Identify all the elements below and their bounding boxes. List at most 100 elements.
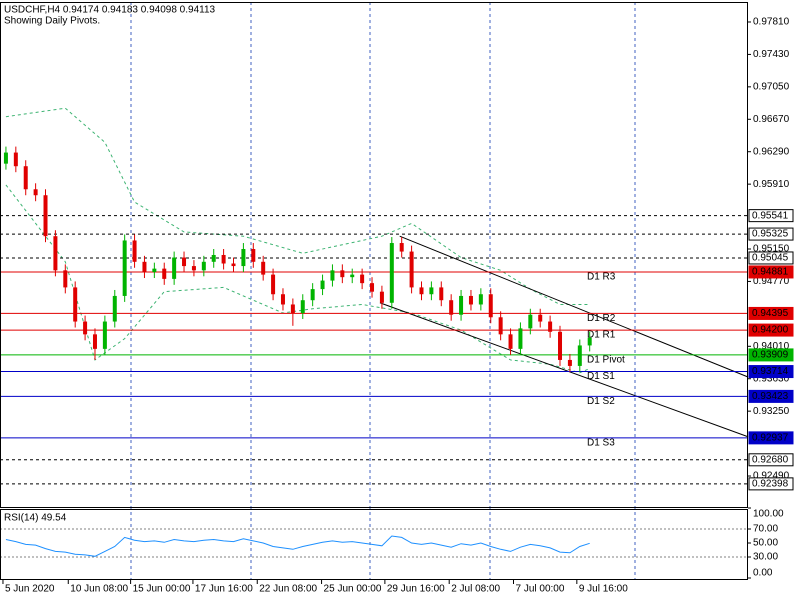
level-label: 0.94881 [752,267,789,278]
candle-body [271,274,276,295]
candle-body [13,152,18,167]
candle-body [419,287,424,295]
candle-body [142,261,147,273]
candle-body [201,261,206,271]
level-label: 0.95325 [752,229,789,240]
y-tick-label: 0.96670 [753,114,790,125]
candle-body [191,266,196,271]
level-label-box [748,477,794,491]
candle-body [538,314,543,322]
overlay-line [399,235,749,378]
y-tick-label: 0.93630 [753,373,790,384]
level-label: 0.93714 [752,366,789,377]
candle-body [548,321,553,332]
candle-body [498,317,503,335]
y-tick-label: 0.94010 [753,341,790,352]
candle-body [53,236,58,271]
y-tick-label: 0.97810 [753,17,790,28]
candle-body [73,287,78,322]
level-label: 0.92398 [752,479,789,490]
level-label: 0.92680 [752,454,789,465]
candle-body [221,254,226,264]
level-label-box [748,265,794,279]
candle-body [132,240,137,262]
candle-body [379,291,384,303]
candle-body [567,359,572,366]
y-tick-label: 0.93250 [753,406,790,417]
candle-body [211,254,216,262]
level-name: D1 Pivot [587,355,625,366]
candle-body [310,289,315,301]
x-tick-label: 22 Jun 08:00 [259,584,317,595]
x-tick-label: 2 Jul 08:00 [451,584,500,595]
x-tick-label: 10 Jun 08:00 [70,584,128,595]
rsi-panel: 100.00 70.00 50.00 30.00 0.00 [0,507,784,579]
level-name: D1 R2 [587,313,616,324]
level-label-box [748,323,794,337]
x-tick-label: 5 Jun 2020 [5,584,55,595]
level-label-box [748,227,794,241]
candle-body [370,283,375,292]
y-tick-label: 0.95910 [753,179,790,190]
level-name: D1 R1 [587,330,616,341]
level-name: D1 S3 [587,438,615,449]
y-tick-label: 70.00 [753,524,778,535]
x-tick-label: 25 Jun 00:00 [324,584,382,595]
candle-body [102,321,107,349]
x-tick-label: 29 Jun 16:00 [387,584,445,595]
candle-body [399,243,404,252]
level-label-box [748,365,794,379]
candle-body [449,300,454,315]
level-label: 0.95541 [752,210,789,221]
candle-body [478,294,483,305]
rsi-title: RSI(14) 49.54 [4,513,67,524]
candle-body [152,268,157,273]
candle-body [83,321,88,335]
candle-body [518,328,523,349]
x-tick-label: 17 Jun 16:00 [195,584,253,595]
level-name: D1 S1 [587,371,615,382]
candle-body [23,166,28,190]
period-separators [130,2,636,580]
rsi-frame [0,509,748,580]
x-tick-label: 15 Jun 00:00 [133,584,191,595]
candle-body [488,294,493,318]
y-tick-label: 0.97050 [753,81,790,92]
y-tick-label: 50.00 [753,538,778,549]
candle-body [468,295,473,305]
candle-body [182,257,187,267]
candle-body [172,257,177,279]
y-tick-label: 0.96290 [753,146,790,157]
level-label: 0.95045 [752,253,789,264]
x-tick-label: 9 Jul 16:00 [579,584,628,595]
candle-body [112,295,117,322]
candle-body [122,240,127,296]
chart-subtitle: Showing Daily Pivots. [4,16,100,27]
candle-body [92,334,97,349]
candle-body [300,300,305,314]
level-label: 0.92937 [752,433,789,444]
candle-body [63,270,68,288]
y-tick-label: 30.00 [753,552,778,563]
level-label-box [748,453,794,467]
candle-body [340,270,345,278]
y-tick-label: 0.95150 [753,244,790,255]
candle-body [360,274,365,284]
y-tick-label: 0.94770 [753,276,790,287]
candle-body [290,304,295,314]
candle-body [409,251,414,288]
price-frame [0,2,748,508]
overlay-line [5,107,590,305]
level-label-box [748,251,794,265]
chart-title: USDCHF,H4 0.94174 0.94183 0.94098 0.9411… [4,5,216,16]
candle-body [162,268,167,279]
rsi-line [5,535,590,557]
level-label-box [748,306,794,320]
candle-body [577,345,582,366]
candle-body [251,249,256,262]
candle-body [33,189,38,196]
level-label-box [748,389,794,403]
candle-body [459,295,464,315]
